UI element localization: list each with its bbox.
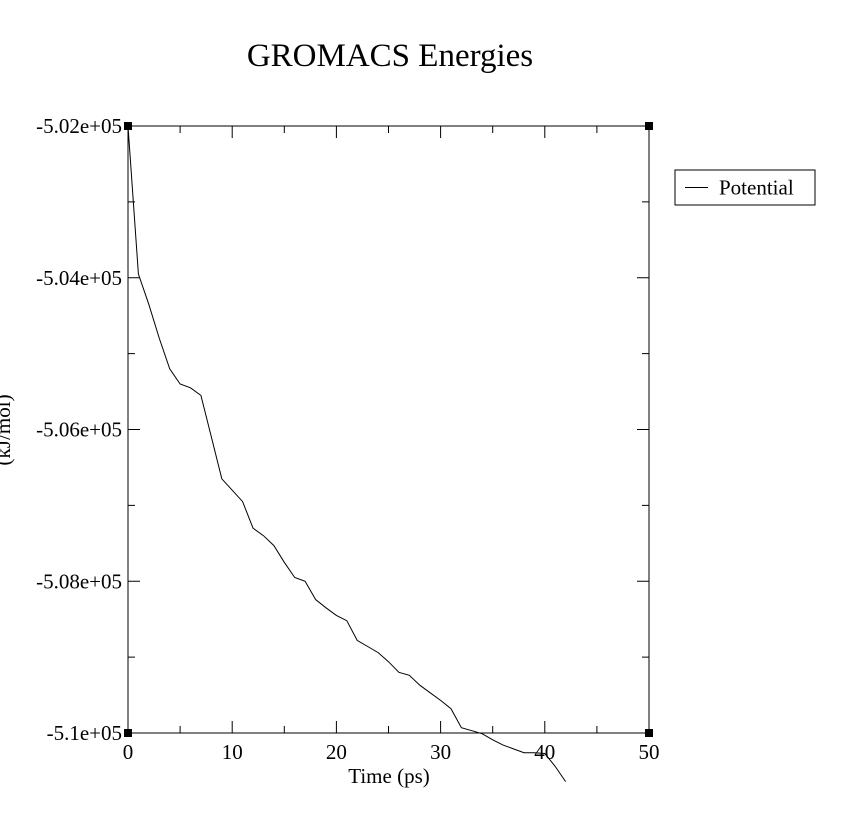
plot-frame xyxy=(124,122,653,737)
series-line-potential xyxy=(127,125,567,782)
y-tick-label: -5.02e+05 xyxy=(36,114,122,138)
chart-title: GROMACS Energies xyxy=(247,38,533,74)
x-tick-label: 30 xyxy=(430,740,451,764)
y-tick-label: -5.04e+05 xyxy=(36,266,122,290)
plot-frame-border xyxy=(127,125,650,734)
series-lines xyxy=(127,125,567,782)
x-tick-label: 20 xyxy=(326,740,347,764)
x-axis-label: Time (ps) xyxy=(348,764,430,788)
legend: Potential xyxy=(674,169,816,206)
y-tick-label: -5.08e+05 xyxy=(36,569,122,593)
y-tick-label: -5.1e+05 xyxy=(47,721,122,745)
x-tick-label: 10 xyxy=(222,740,243,764)
x-tick-label: 40 xyxy=(534,740,555,764)
y-axis-label: (kJ/mol) xyxy=(0,394,15,465)
y-tick-label: -5.06e+05 xyxy=(36,418,122,442)
x-tick-label: 0 xyxy=(123,740,134,764)
x-tick-label: 50 xyxy=(639,740,660,764)
axis-ticks: 0 10 20 30 40 50 -5.02e+05 -5.04e+05 -5.06e+05 -5… xyxy=(36,114,659,764)
legend-label: Potential xyxy=(719,176,794,200)
